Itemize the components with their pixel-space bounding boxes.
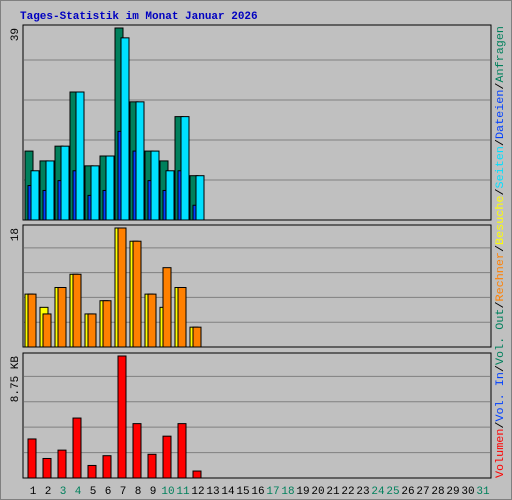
legend-entry: Vol. Out bbox=[495, 309, 507, 365]
legend-entry: Besuche bbox=[495, 195, 507, 244]
bar bbox=[90, 165, 100, 221]
bar bbox=[30, 170, 40, 221]
panel bbox=[22, 352, 492, 479]
bar bbox=[192, 326, 202, 348]
chart-title: Tages-Statistik im Monat Januar 2026 bbox=[20, 11, 258, 23]
y-tick: 8.75 KB bbox=[10, 356, 22, 403]
x-tick-label: 26 bbox=[401, 486, 414, 498]
y-tick-label: 39 bbox=[10, 28, 22, 41]
x-tick-label: 2 bbox=[45, 486, 52, 498]
x-tick-label: 11 bbox=[176, 486, 190, 498]
x-tick-label: 22 bbox=[341, 486, 354, 498]
bar bbox=[117, 227, 127, 348]
bar bbox=[177, 287, 187, 348]
bar bbox=[180, 116, 190, 221]
bar bbox=[150, 150, 160, 221]
bar bbox=[27, 293, 37, 348]
bar bbox=[177, 423, 187, 479]
x-tick-label: 8 bbox=[135, 486, 142, 498]
legend-entry: Dateien bbox=[495, 90, 507, 139]
x-tick-label: 25 bbox=[386, 486, 399, 498]
legend-entry: Vol. In bbox=[495, 372, 507, 421]
bar bbox=[60, 145, 70, 221]
x-tick-label: 12 bbox=[191, 486, 204, 498]
bar bbox=[120, 37, 130, 221]
bar bbox=[102, 300, 112, 348]
bar bbox=[162, 435, 172, 479]
x-tick-label: 13 bbox=[206, 486, 219, 498]
bar bbox=[162, 267, 172, 348]
bar bbox=[72, 417, 82, 479]
x-tick-label: 16 bbox=[251, 486, 264, 498]
y-tick: 18 bbox=[10, 228, 22, 241]
legend-separator: / bbox=[495, 139, 507, 146]
bar bbox=[87, 464, 97, 479]
x-tick-label: 6 bbox=[105, 486, 112, 498]
legend-entry: Rechner bbox=[495, 252, 507, 301]
bar bbox=[192, 470, 202, 479]
bar bbox=[42, 313, 52, 348]
x-tick-label: 24 bbox=[371, 486, 385, 498]
legend-separator: / bbox=[495, 365, 507, 372]
x-tick-label: 20 bbox=[311, 486, 324, 498]
bar bbox=[42, 457, 52, 479]
x-tick-label: 30 bbox=[461, 486, 474, 498]
bar bbox=[147, 293, 157, 348]
legend-separator: / bbox=[495, 82, 507, 89]
bar bbox=[75, 91, 85, 221]
x-tick-label: 3 bbox=[60, 486, 67, 498]
x-tick-label: 19 bbox=[296, 486, 309, 498]
y-tick-label: 8.75 KB bbox=[10, 356, 22, 403]
legend-entry: Volumen bbox=[495, 429, 507, 478]
x-tick-label: 17 bbox=[266, 486, 279, 498]
legend-entry: Seiten bbox=[495, 146, 507, 188]
legend-separator: / bbox=[495, 188, 507, 195]
bar bbox=[135, 101, 145, 221]
x-tick-label: 5 bbox=[90, 486, 97, 498]
x-tick-label: 15 bbox=[236, 486, 249, 498]
bar bbox=[57, 449, 67, 479]
bar bbox=[45, 160, 55, 221]
bar bbox=[132, 240, 142, 348]
x-tick-label: 31 bbox=[476, 486, 490, 498]
bar bbox=[195, 175, 205, 221]
bar bbox=[72, 273, 82, 348]
bar bbox=[132, 423, 142, 479]
x-tick-label: 18 bbox=[281, 486, 294, 498]
x-tick-label: 27 bbox=[416, 486, 429, 498]
x-tick-label: 4 bbox=[75, 486, 82, 498]
bar bbox=[165, 170, 175, 221]
bar bbox=[102, 455, 112, 479]
bar bbox=[117, 355, 127, 479]
x-tick-label: 10 bbox=[161, 486, 174, 498]
x-tick-label: 14 bbox=[221, 486, 235, 498]
legend-text: Volumen/Vol. In/Vol. Out/Rechner/Besuche… bbox=[495, 26, 507, 478]
bar bbox=[147, 453, 157, 479]
bar bbox=[87, 313, 97, 348]
x-tick-label: 9 bbox=[150, 486, 157, 498]
bar bbox=[57, 287, 67, 348]
y-tick: 39 bbox=[10, 28, 22, 41]
y-tick-label: 18 bbox=[10, 228, 22, 241]
x-tick-label: 29 bbox=[446, 486, 459, 498]
x-tick-label: 23 bbox=[356, 486, 369, 498]
legend-entry: Anfragen bbox=[495, 26, 507, 82]
legend-separator: / bbox=[495, 421, 507, 428]
bar bbox=[27, 438, 37, 479]
bar bbox=[105, 155, 115, 221]
legend-separator: / bbox=[495, 301, 507, 308]
x-tick-label: 28 bbox=[431, 486, 444, 498]
x-tick-label: 7 bbox=[120, 486, 127, 498]
legend-separator: / bbox=[495, 245, 507, 252]
x-tick-label: 1 bbox=[30, 486, 37, 498]
legend: Volumen/Vol. In/Vol. Out/Rechner/Besuche… bbox=[495, 26, 507, 478]
x-tick-label: 21 bbox=[326, 486, 340, 498]
